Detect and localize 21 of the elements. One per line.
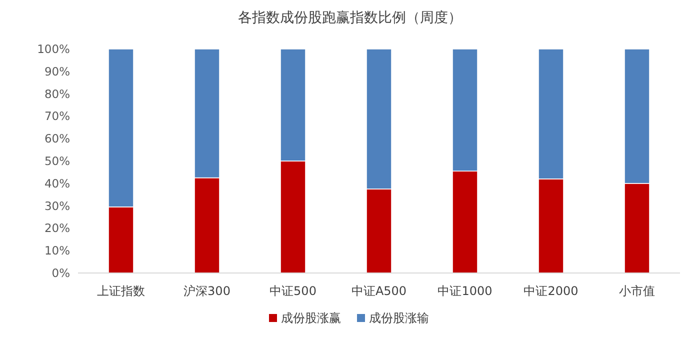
y-tick-label: 80%: [44, 86, 70, 101]
y-tick-label: 40%: [44, 176, 70, 190]
y-tick-label: 0%: [52, 266, 70, 280]
x-tick-label: 上证指数: [97, 284, 145, 298]
x-tick-label: 中证500: [270, 284, 316, 298]
x-tick-label: 沪深300: [184, 284, 230, 298]
y-tick-label: 10%: [44, 244, 70, 258]
legend-label: 成份股涨赢: [281, 311, 341, 325]
y-tick-label: 100%: [37, 42, 70, 56]
y-tick-label: 70%: [44, 109, 70, 124]
legend-label: 成份股涨输: [369, 311, 429, 325]
y-tick-label: 90%: [44, 64, 70, 78]
y-tick-label: 30%: [44, 198, 70, 213]
y-tick-label: 20%: [44, 221, 70, 236]
y-tick-label: 60%: [44, 132, 70, 146]
x-tick-label: 中证A500: [351, 284, 407, 298]
x-tick-label: 中证1000: [438, 284, 492, 298]
x-tick-label: 中证2000: [524, 284, 578, 298]
chart-title: 各指数成份股跑赢指数比例（周度）: [238, 10, 462, 26]
y-tick-label: 50%: [44, 154, 70, 168]
x-tick-label: 小市值: [619, 284, 655, 298]
